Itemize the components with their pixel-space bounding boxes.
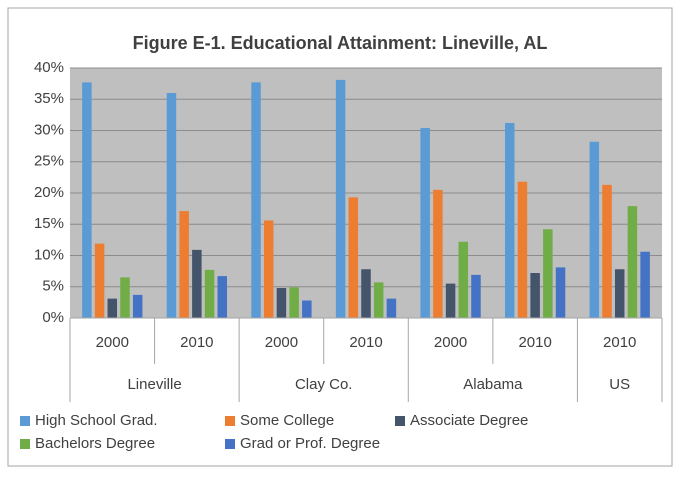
bar (179, 211, 189, 318)
x-tick-label: 2010 (518, 334, 551, 351)
x-tick-label: 2010 (603, 334, 636, 351)
y-tick-label: 15% (34, 215, 64, 232)
bar (94, 243, 105, 318)
group-label: Alabama (463, 376, 523, 393)
bar (348, 197, 359, 318)
x-tick-label: 2010 (180, 334, 213, 351)
bar (614, 269, 625, 318)
x-tick-label: 2010 (349, 334, 382, 351)
legend-label: Grad or Prof. Degree (240, 435, 380, 452)
chart-title: Figure E-1. Educational Attainment: Line… (133, 33, 548, 53)
bar (217, 276, 228, 318)
bar (107, 298, 118, 318)
legend-swatch (225, 439, 235, 449)
bar (192, 249, 202, 318)
bar (420, 128, 430, 318)
bar (627, 206, 638, 318)
legend-label: Associate Degree (410, 412, 528, 429)
bar (251, 82, 261, 318)
bar (433, 189, 443, 318)
legend-swatch (395, 416, 405, 426)
y-tick-label: 5% (42, 278, 64, 295)
bar (589, 141, 600, 318)
y-tick-label: 40% (34, 59, 64, 76)
y-tick-label: 30% (34, 121, 64, 138)
bar (335, 79, 346, 318)
bar (555, 267, 566, 318)
bar (132, 294, 143, 318)
bar (445, 283, 456, 318)
bar (517, 181, 528, 318)
y-tick-label: 10% (34, 246, 64, 263)
bar (458, 241, 469, 318)
group-label: US (609, 376, 630, 393)
y-tick-label: 25% (34, 153, 64, 170)
bar (471, 274, 481, 318)
bar (373, 282, 384, 318)
bar (302, 300, 312, 318)
legend-label: Some College (240, 412, 334, 429)
bar (82, 82, 92, 318)
x-tick-label: 2000 (96, 334, 129, 351)
y-tick-label: 20% (34, 184, 64, 201)
legend-label: High School Grad. (35, 412, 158, 429)
x-tick-label: 2000 (265, 334, 298, 351)
y-tick-label: 35% (34, 90, 64, 107)
legend-swatch (225, 416, 235, 426)
bar (602, 184, 612, 318)
bar (361, 269, 371, 318)
bar (543, 229, 553, 318)
bar (166, 93, 177, 318)
bar (263, 220, 274, 318)
bar (530, 273, 540, 318)
group-label: Lineville (127, 376, 181, 393)
bar (289, 287, 299, 318)
bar (120, 277, 130, 318)
bar (640, 251, 650, 318)
group-label: Clay Co. (295, 376, 353, 393)
x-tick-label: 2000 (434, 334, 467, 351)
bar (276, 288, 287, 318)
legend-label: Bachelors Degree (35, 435, 155, 452)
bar (504, 123, 515, 318)
bar (204, 269, 215, 318)
y-tick-label: 0% (42, 309, 64, 326)
bar (386, 298, 397, 318)
legend-swatch (20, 439, 30, 449)
legend-swatch (20, 416, 30, 426)
